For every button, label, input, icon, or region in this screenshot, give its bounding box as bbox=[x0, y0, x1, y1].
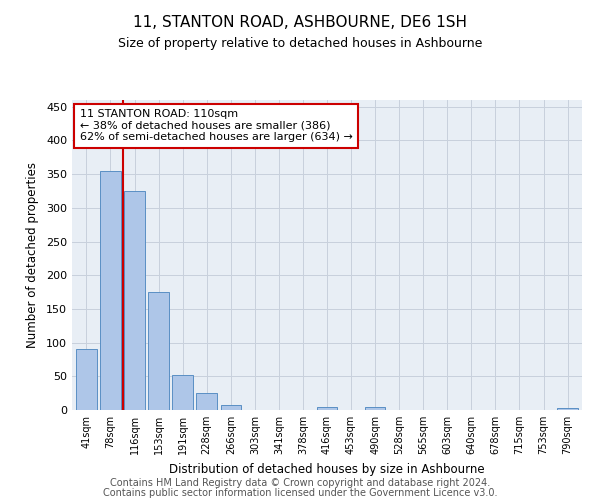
Text: Size of property relative to detached houses in Ashbourne: Size of property relative to detached ho… bbox=[118, 38, 482, 51]
Y-axis label: Number of detached properties: Number of detached properties bbox=[26, 162, 39, 348]
Bar bbox=[557, 408, 578, 410]
Bar bbox=[124, 191, 145, 410]
Bar bbox=[317, 408, 337, 410]
Bar bbox=[100, 171, 121, 410]
Text: Contains public sector information licensed under the Government Licence v3.0.: Contains public sector information licen… bbox=[103, 488, 497, 498]
Text: 11 STANTON ROAD: 110sqm
← 38% of detached houses are smaller (386)
62% of semi-d: 11 STANTON ROAD: 110sqm ← 38% of detache… bbox=[80, 110, 353, 142]
Bar bbox=[148, 292, 169, 410]
Text: 11, STANTON ROAD, ASHBOURNE, DE6 1SH: 11, STANTON ROAD, ASHBOURNE, DE6 1SH bbox=[133, 15, 467, 30]
X-axis label: Distribution of detached houses by size in Ashbourne: Distribution of detached houses by size … bbox=[169, 462, 485, 475]
Bar bbox=[196, 393, 217, 410]
Text: Contains HM Land Registry data © Crown copyright and database right 2024.: Contains HM Land Registry data © Crown c… bbox=[110, 478, 490, 488]
Bar bbox=[221, 404, 241, 410]
Bar bbox=[76, 350, 97, 410]
Bar bbox=[172, 375, 193, 410]
Bar bbox=[365, 408, 385, 410]
